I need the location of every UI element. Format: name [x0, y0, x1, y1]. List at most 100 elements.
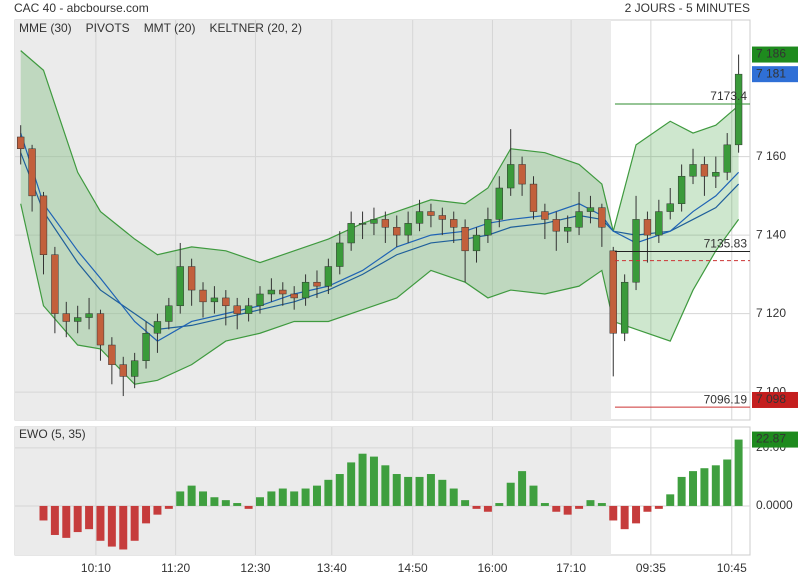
ewo-bar: [597, 503, 606, 506]
ewo-bar: [529, 485, 538, 506]
candle-body: [393, 227, 401, 236]
ewo-bar: [472, 505, 481, 509]
keltner-lower: [20, 203, 740, 385]
ewo-bar: [210, 497, 219, 506]
candle-body: [153, 321, 162, 334]
candle-body: [244, 305, 253, 314]
x-tick-label: 10:45: [717, 561, 747, 575]
candle-body: [518, 164, 526, 185]
ewo-bar: [586, 500, 595, 506]
candle-body: [404, 223, 412, 236]
price-badge: [752, 66, 798, 83]
candle-body: [620, 281, 629, 334]
ewo-bar: [381, 465, 390, 506]
ewo-bar: [723, 459, 732, 506]
ewo-bar: [438, 479, 447, 506]
candle-body: [427, 211, 435, 216]
candle-body: [313, 281, 321, 287]
ewo-bar: [187, 485, 196, 506]
mme-line: [20, 132, 740, 342]
pivot-label: 7135.83: [704, 237, 748, 251]
ewo-bar: [267, 491, 276, 506]
candle-body: [370, 219, 378, 224]
ewo-bar: [620, 505, 629, 530]
keltner-upper: [20, 50, 739, 264]
candle-body: [119, 364, 127, 377]
candle-body: [279, 289, 287, 295]
ewo-bar: [392, 474, 401, 506]
ewo-bar: [700, 468, 709, 506]
legend-entry: KELTNER (20, 2): [209, 21, 301, 35]
price-badge-label: 7 186: [756, 47, 786, 61]
x-tick-label: 14:50: [398, 561, 428, 575]
ewo-bar: [426, 474, 435, 506]
ewo-bar: [369, 456, 378, 506]
legend-entry: MME (30): [19, 21, 72, 35]
y-tick-label: 7 140: [756, 227, 786, 241]
ewo-title: EWO (5, 35): [19, 427, 86, 441]
price-badge: [752, 391, 798, 408]
y-tick-label: 0.0000: [756, 498, 793, 512]
candle-body: [575, 211, 583, 228]
ewo-bar: [256, 497, 264, 506]
ewo-bar: [461, 500, 470, 506]
candle-body: [564, 227, 572, 232]
candle-body: [484, 219, 492, 236]
candle-body: [74, 317, 82, 322]
candle-body: [222, 297, 230, 307]
candle-body: [677, 175, 686, 204]
mmt-line: [20, 152, 740, 330]
price-badge-label: 7 098: [756, 392, 786, 406]
candle-body: [450, 219, 458, 228]
ewo-bar: [119, 505, 128, 550]
candle-body: [472, 234, 481, 252]
ewo-bar: [107, 505, 116, 547]
ewo-bar: [404, 476, 413, 506]
candle-body: [210, 297, 219, 303]
candle-body: [358, 223, 367, 225]
pivot-label: 7173.4: [710, 89, 747, 103]
ewo-bar: [96, 505, 105, 541]
candle-body: [609, 250, 617, 334]
ewo-bar: [62, 505, 71, 538]
candle-body: [586, 207, 595, 212]
candle-body: [199, 289, 207, 303]
ewo-bar: [312, 485, 321, 506]
ewo-bar: [711, 465, 720, 506]
x-tick-label: 16:00: [477, 561, 507, 575]
candle-body: [461, 227, 469, 252]
candle-body: [51, 254, 59, 314]
candle-body: [734, 73, 743, 146]
y-tick-label: 7 120: [756, 306, 786, 320]
ewo-bar: [335, 474, 344, 506]
x-tick-label: 10:10: [81, 561, 111, 575]
ewo-bar: [347, 462, 356, 506]
candle-body: [689, 164, 697, 177]
x-tick-label: 09:35: [636, 561, 666, 575]
ewo-bar: [324, 479, 333, 506]
ewo-bar: [244, 505, 253, 509]
price-badge-label: 7 181: [756, 66, 786, 80]
candle-body: [142, 332, 150, 361]
legend-entry: PIVOTS: [86, 21, 130, 35]
candle-body: [256, 293, 264, 307]
candle-body: [507, 164, 515, 189]
ewo-bar: [506, 482, 515, 506]
ewo-bar: [518, 471, 527, 506]
candle-body: [187, 266, 196, 291]
ewo-bar: [199, 491, 208, 506]
candle-body: [700, 164, 709, 177]
candle-body: [290, 293, 298, 299]
ewo-bar: [483, 505, 492, 512]
ewo-bar: [563, 505, 572, 515]
candle-body: [643, 219, 652, 236]
page-title: CAC 40 - abcbourse.com: [14, 1, 149, 15]
candle-body: [96, 313, 105, 346]
legend-entry: MMT (20): [144, 21, 196, 35]
ewo-bar: [415, 476, 424, 506]
candle-body: [130, 360, 139, 377]
candle-body: [415, 211, 424, 224]
ewo-bar: [290, 491, 299, 506]
candle-body: [324, 266, 333, 287]
